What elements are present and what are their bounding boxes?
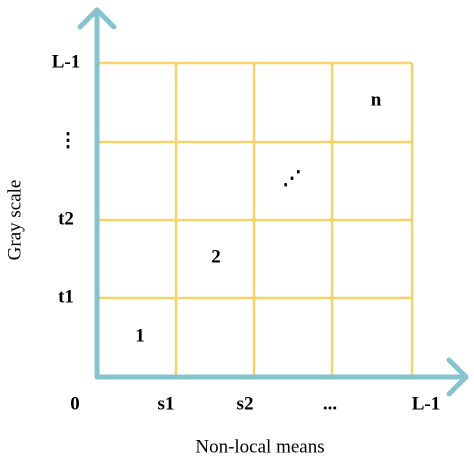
y-label: t2 xyxy=(58,208,74,229)
cell-label: n xyxy=(371,89,382,110)
y-title: Gray scale xyxy=(4,180,25,261)
x-label: L-1 xyxy=(412,393,441,414)
x-label: 0 xyxy=(70,393,80,414)
y-label: L-1 xyxy=(52,51,81,72)
x-label: s2 xyxy=(237,393,254,414)
y-arrow xyxy=(77,7,117,30)
grid xyxy=(97,61,414,377)
x-label: s1 xyxy=(158,393,175,414)
x-label: ... xyxy=(323,393,337,414)
x-arrow xyxy=(446,357,469,397)
cell-label: 2 xyxy=(211,246,221,267)
cell-label: ⋰ xyxy=(283,168,302,189)
x-title: Non-local means xyxy=(195,436,324,457)
y-label: t1 xyxy=(58,286,74,307)
y-label: ⋮ xyxy=(59,130,78,151)
cell-label: 1 xyxy=(135,325,145,346)
axes xyxy=(77,7,469,397)
